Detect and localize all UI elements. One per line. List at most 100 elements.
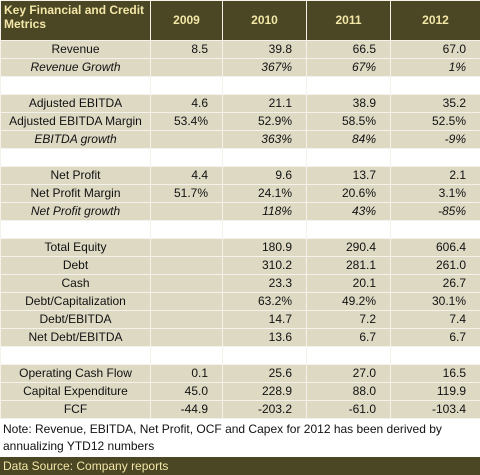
cell: 66.5: [307, 41, 391, 59]
row-label: Debt/Capitalization: [1, 293, 151, 311]
cell: 13.6: [223, 329, 307, 347]
spacer-cell: [1, 149, 151, 167]
cell: 88.0: [307, 383, 391, 401]
cell: 35.2: [391, 95, 480, 113]
spacer-cell: [307, 221, 391, 239]
spacer-cell: [307, 347, 391, 365]
cell: -103.4: [391, 401, 480, 419]
cell: [151, 329, 223, 347]
row-label: Debt/EBITDA: [1, 311, 151, 329]
cell: 228.9: [223, 383, 307, 401]
cell: [151, 275, 223, 293]
cell: 4.6: [151, 95, 223, 113]
row-label: EBITDA growth: [1, 131, 151, 149]
cell: 20.1: [307, 275, 391, 293]
row: Net Profit growth 118%43%-85%: [1, 203, 480, 221]
year-header: 2011: [307, 1, 391, 41]
row-label: Adjusted EBITDA Margin: [1, 113, 151, 131]
cell: 261.0: [391, 257, 480, 275]
spacer-row: [1, 221, 480, 239]
cell: [151, 293, 223, 311]
row-label: Operating Cash Flow: [1, 365, 151, 383]
cell: 52.9%: [223, 113, 307, 131]
cell: 310.2: [223, 257, 307, 275]
spacer-cell: [151, 77, 223, 95]
spacer-cell: [307, 149, 391, 167]
cell: 30.1%: [391, 293, 480, 311]
spacer-cell: [223, 149, 307, 167]
cell: 39.8: [223, 41, 307, 59]
cell: -85%: [391, 203, 480, 221]
spacer-cell: [391, 77, 480, 95]
spacer-cell: [1, 77, 151, 95]
row-label: Net Profit Margin: [1, 185, 151, 203]
cell: 6.7: [391, 329, 480, 347]
cell: 16.5: [391, 365, 480, 383]
cell: 43%: [307, 203, 391, 221]
cell: 4.4: [151, 167, 223, 185]
spacer-cell: [151, 347, 223, 365]
cell: 363%: [223, 131, 307, 149]
cell: 367%: [223, 59, 307, 77]
cell: 67%: [307, 59, 391, 77]
cell: 67.0: [391, 41, 480, 59]
cell: 6.7: [307, 329, 391, 347]
cell: -9%: [391, 131, 480, 149]
cell: 58.5%: [307, 113, 391, 131]
cell: 63.2%: [223, 293, 307, 311]
cell: 13.7: [307, 167, 391, 185]
cell: [151, 203, 223, 221]
cell: 2.1: [391, 167, 480, 185]
cell: 45.0: [151, 383, 223, 401]
spacer-cell: [1, 221, 151, 239]
cell: 25.6: [223, 365, 307, 383]
row: FCF-44.9-203.2-61.0-103.4: [1, 401, 480, 419]
cell: 24.1%: [223, 185, 307, 203]
cell: 606.4: [391, 239, 480, 257]
row-label: Net Debt/EBITDA: [1, 329, 151, 347]
cell: 38.9: [307, 95, 391, 113]
row-label: Debt: [1, 257, 151, 275]
row-label: Adjusted EBITDA: [1, 95, 151, 113]
spacer-cell: [391, 347, 480, 365]
cell: [151, 257, 223, 275]
cell: 119.9: [391, 383, 480, 401]
cell: -44.9: [151, 401, 223, 419]
note: Note: Revenue, EBITDA, Net Profit, OCF a…: [0, 419, 480, 457]
spacer-cell: [223, 221, 307, 239]
row-label: Capital Expenditure: [1, 383, 151, 401]
cell: 9.6: [223, 167, 307, 185]
row-label: Net Profit growth: [1, 203, 151, 221]
cell: 52.5%: [391, 113, 480, 131]
cell: 27.0: [307, 365, 391, 383]
cell: 51.7%: [151, 185, 223, 203]
spacer-cell: [1, 347, 151, 365]
spacer-cell: [391, 149, 480, 167]
row-label: Net Profit: [1, 167, 151, 185]
cell: 8.5: [151, 41, 223, 59]
source: Data Source: Company reports: [0, 457, 480, 475]
cell: 7.4: [391, 311, 480, 329]
cell: 20.6%: [307, 185, 391, 203]
cell: -61.0: [307, 401, 391, 419]
cell: 118%: [223, 203, 307, 221]
cell: 14.7: [223, 311, 307, 329]
cell: 3.1%: [391, 185, 480, 203]
spacer-cell: [151, 221, 223, 239]
year-header: 2009: [151, 1, 223, 41]
